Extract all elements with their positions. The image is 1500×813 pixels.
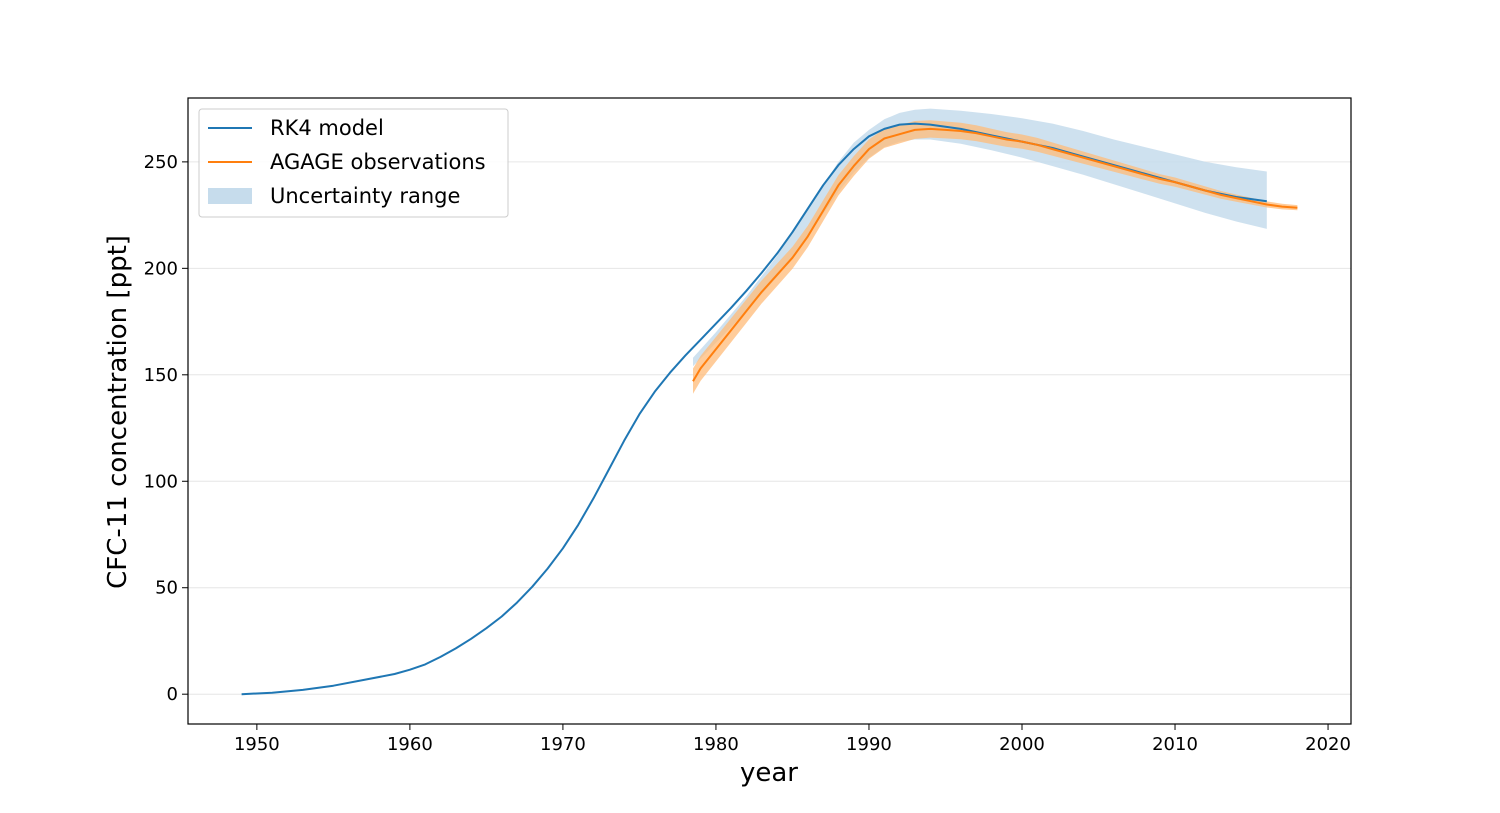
y-tick-label-50: 50 [155, 578, 178, 599]
legend-label-model: RK4 model [270, 116, 384, 140]
x-tick-label-1970: 1970 [540, 734, 586, 755]
y-tick-label-0: 0 [167, 684, 178, 705]
x-tick-label-1960: 1960 [387, 734, 433, 755]
x-tick-label-1990: 1990 [846, 734, 892, 755]
series-line-agage-observations [692, 127, 1298, 382]
series-lines-layer [241, 122, 1298, 696]
x-tick-label-2000: 2000 [999, 734, 1045, 755]
y-tick-label-250: 250 [144, 152, 178, 173]
x-tick-label-1980: 1980 [693, 734, 739, 755]
y-tick-label-100: 100 [144, 471, 178, 492]
x-axis-ticks: 1950 1960 1970 1980 1990 2000 2010 2020 [234, 724, 1351, 755]
legend-label-uncertainty: Uncertainty range [270, 184, 460, 208]
y-tick-label-150: 150 [144, 365, 178, 386]
plot-frame [187, 97, 1352, 725]
x-tick-label-1950: 1950 [234, 734, 280, 755]
x-tick-label-2020: 2020 [1305, 734, 1351, 755]
x-axis-title: year [740, 758, 798, 788]
x-tick-label-2010: 2010 [1152, 734, 1198, 755]
legend-box [198, 108, 509, 218]
y-axis-ticks: 0 50 100 150 200 250 [144, 152, 188, 705]
y-axis-title: CFC-11 concentration [ppt] [103, 235, 133, 589]
y-tick-label-200: 200 [144, 258, 178, 279]
legend: RK4 model AGAGE observations Uncertainty… [198, 108, 509, 218]
legend-swatch-uncertainty [208, 188, 252, 204]
uncertainty-band-layer [693, 108, 1298, 394]
legend-label-observations: AGAGE observations [270, 150, 486, 174]
